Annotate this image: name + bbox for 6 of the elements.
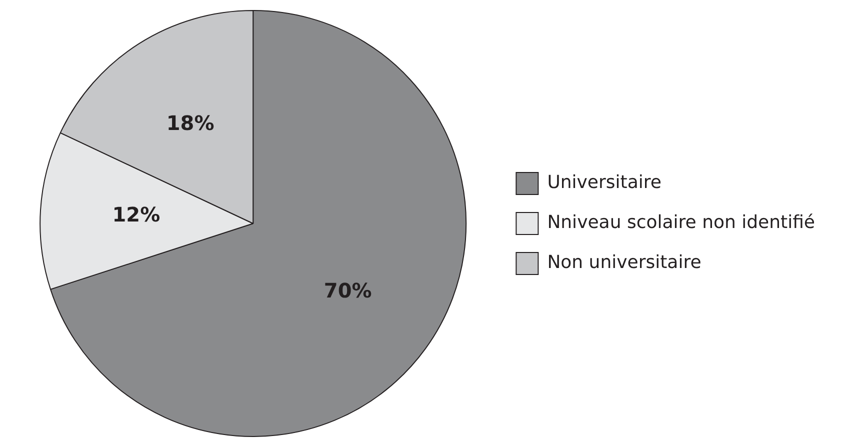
legend-label: Nniveau scolaire non identifié xyxy=(547,212,815,234)
legend-label: Non universitaire xyxy=(547,252,702,274)
data-label: 18% xyxy=(166,110,214,135)
data-label: 70% xyxy=(324,278,372,303)
data-label: 12% xyxy=(112,202,160,226)
legend-label: Universitaire xyxy=(547,172,662,194)
